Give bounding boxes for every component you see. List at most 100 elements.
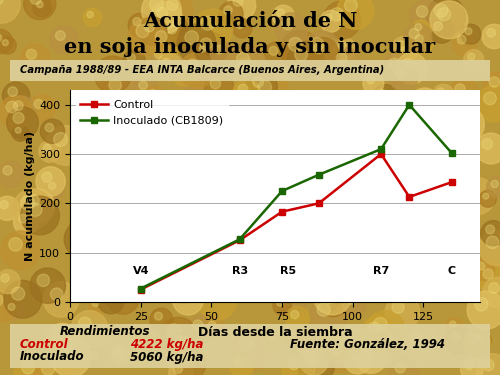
Circle shape xyxy=(185,241,224,281)
Circle shape xyxy=(113,231,137,256)
Circle shape xyxy=(236,58,256,77)
Circle shape xyxy=(168,25,176,34)
Circle shape xyxy=(261,235,284,258)
Circle shape xyxy=(246,71,278,102)
Circle shape xyxy=(258,80,272,94)
Circle shape xyxy=(229,46,266,83)
Circle shape xyxy=(488,283,500,293)
Circle shape xyxy=(0,96,32,129)
Circle shape xyxy=(12,189,52,229)
Circle shape xyxy=(340,168,349,177)
Circle shape xyxy=(120,104,144,128)
Circle shape xyxy=(166,218,186,238)
Circle shape xyxy=(266,239,274,247)
Circle shape xyxy=(28,95,55,121)
Circle shape xyxy=(266,158,282,174)
Inoculado (CB1809) xyxy=(236,237,242,242)
Control xyxy=(236,238,242,243)
Line: Control: Control xyxy=(137,151,455,293)
Circle shape xyxy=(441,134,458,151)
Circle shape xyxy=(166,266,186,285)
Circle shape xyxy=(136,146,170,180)
Circle shape xyxy=(476,354,500,375)
Circle shape xyxy=(272,227,295,251)
Circle shape xyxy=(192,120,204,132)
Circle shape xyxy=(314,228,340,254)
Circle shape xyxy=(208,152,218,160)
Circle shape xyxy=(235,158,248,171)
Circle shape xyxy=(280,30,320,70)
Circle shape xyxy=(193,248,207,262)
Circle shape xyxy=(42,362,55,375)
Circle shape xyxy=(433,174,438,180)
Circle shape xyxy=(308,38,338,68)
Circle shape xyxy=(270,161,276,166)
Circle shape xyxy=(210,108,231,129)
Circle shape xyxy=(86,154,94,162)
Inoculado (CB1809) xyxy=(378,147,384,152)
Circle shape xyxy=(128,13,152,37)
Circle shape xyxy=(355,114,368,127)
Circle shape xyxy=(330,8,344,21)
Circle shape xyxy=(400,125,410,135)
Circle shape xyxy=(272,5,294,27)
Circle shape xyxy=(148,25,182,58)
Circle shape xyxy=(179,290,190,300)
Circle shape xyxy=(256,219,278,242)
Circle shape xyxy=(432,258,468,294)
Circle shape xyxy=(307,246,315,254)
Circle shape xyxy=(275,135,314,174)
Circle shape xyxy=(59,344,73,358)
Circle shape xyxy=(168,324,180,337)
Circle shape xyxy=(423,184,454,215)
Circle shape xyxy=(43,144,51,152)
Circle shape xyxy=(395,68,405,78)
Circle shape xyxy=(415,24,422,31)
Circle shape xyxy=(193,9,233,49)
Circle shape xyxy=(458,277,478,296)
Circle shape xyxy=(474,332,492,350)
Circle shape xyxy=(198,193,211,206)
Circle shape xyxy=(372,162,384,174)
Circle shape xyxy=(489,77,500,87)
Circle shape xyxy=(288,332,295,339)
Circle shape xyxy=(125,108,134,117)
Circle shape xyxy=(132,170,172,210)
Circle shape xyxy=(477,264,500,293)
Circle shape xyxy=(190,186,228,224)
Circle shape xyxy=(0,36,16,54)
Circle shape xyxy=(265,135,270,141)
Circle shape xyxy=(277,9,284,17)
Text: C: C xyxy=(448,266,456,276)
Circle shape xyxy=(314,43,324,54)
Circle shape xyxy=(288,42,324,78)
Circle shape xyxy=(236,228,268,260)
Circle shape xyxy=(131,339,141,350)
Circle shape xyxy=(148,255,161,269)
Circle shape xyxy=(365,136,398,169)
Circle shape xyxy=(324,296,330,302)
Circle shape xyxy=(310,296,348,334)
Circle shape xyxy=(385,295,420,330)
Circle shape xyxy=(336,53,347,63)
Circle shape xyxy=(150,0,164,12)
Circle shape xyxy=(24,0,56,20)
Circle shape xyxy=(185,31,198,44)
Circle shape xyxy=(129,233,136,240)
Circle shape xyxy=(192,223,217,248)
Circle shape xyxy=(142,132,148,139)
Circle shape xyxy=(187,94,194,100)
Circle shape xyxy=(334,235,373,275)
Circle shape xyxy=(290,310,299,319)
Circle shape xyxy=(166,221,174,229)
Text: Rendimientos: Rendimientos xyxy=(60,326,150,338)
Circle shape xyxy=(451,332,460,342)
Circle shape xyxy=(434,22,442,31)
Circle shape xyxy=(298,342,310,354)
Circle shape xyxy=(22,361,35,374)
Circle shape xyxy=(184,90,203,110)
Circle shape xyxy=(321,283,334,297)
Circle shape xyxy=(361,346,372,358)
Circle shape xyxy=(240,61,246,68)
Circle shape xyxy=(167,0,178,10)
